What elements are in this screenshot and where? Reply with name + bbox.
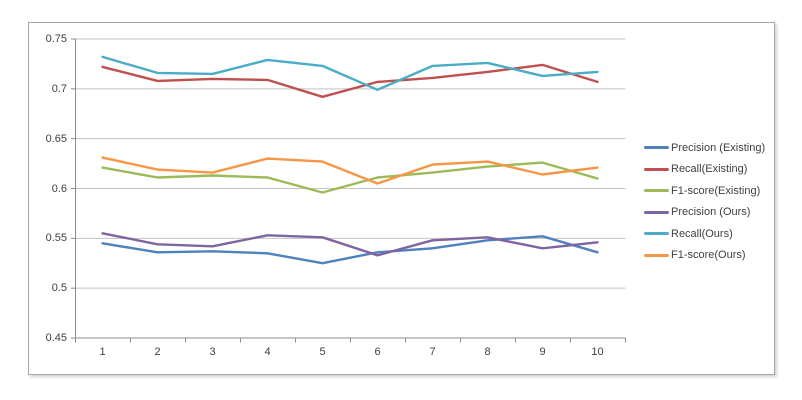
- y-tick-label: 0.65: [45, 132, 67, 145]
- y-tick-label: 0.6: [51, 182, 67, 195]
- legend-line-swatch: [644, 167, 669, 171]
- legend-label: Recall(Ours): [671, 227, 733, 240]
- x-tick-label: 3: [209, 346, 216, 358]
- legend-line-swatch: [644, 189, 669, 192]
- y-tick-label: 0.75: [45, 33, 67, 45]
- legend-item: F1-score(Existing): [644, 184, 765, 197]
- legend-line-swatch: [644, 210, 669, 214]
- x-tick-label: 10: [591, 346, 604, 358]
- legend-item: Precision (Existing): [644, 141, 765, 154]
- legend-label: Precision (Existing): [671, 141, 766, 154]
- x-tick-label: 1: [99, 346, 106, 358]
- legend-label: F1-score(Ours): [671, 249, 746, 261]
- x-tick-label: 9: [539, 346, 546, 358]
- x-tick-label: 6: [374, 346, 381, 358]
- legend-line-swatch: [644, 232, 669, 235]
- legend-line-swatch: [644, 253, 669, 257]
- series-line-recall-ours-: [101, 55, 599, 92]
- y-tick-label: 0.5: [51, 282, 67, 295]
- series-line-f1-score-existing-: [101, 161, 599, 194]
- x-tick-label: 4: [264, 346, 271, 358]
- legend-label: Recall(Existing): [671, 163, 748, 175]
- chart-legend: Precision (Existing) Recall(Existing) F1-s…: [644, 141, 765, 262]
- series-line-precision-existing-: [101, 235, 599, 265]
- legend-label: F1-score(Existing): [671, 184, 761, 197]
- y-tick-label: 0.55: [45, 232, 67, 245]
- legend-item: F1-score(Ours): [644, 249, 765, 262]
- legend-label: Precision (Ours): [671, 206, 751, 218]
- series-line-recall-existing-: [101, 63, 599, 99]
- x-tick-label: 2: [154, 346, 161, 358]
- legend-item: Precision (Ours): [644, 206, 765, 219]
- x-tick-label: 7: [429, 346, 436, 358]
- line-chart-plot: [71, 38, 626, 343]
- series-line-precision-ours-: [101, 232, 599, 257]
- x-tick-label: 5: [319, 346, 326, 358]
- legend-item: Recall(Existing): [644, 163, 765, 176]
- y-tick-label: 0.45: [45, 332, 67, 344]
- chart-frame: 0.45 0.5 0.55 0.6 0.65 0.7 0.75 1 2 3 4 5 6 7 8 9 10 Pr…: [28, 22, 775, 375]
- legend-item: Recall(Ours): [644, 227, 765, 240]
- legend-line-swatch: [644, 146, 669, 149]
- series-line-f1-score-ours-: [101, 156, 599, 185]
- y-tick-label: 0.7: [51, 82, 67, 95]
- x-tick-label: 8: [484, 346, 491, 358]
